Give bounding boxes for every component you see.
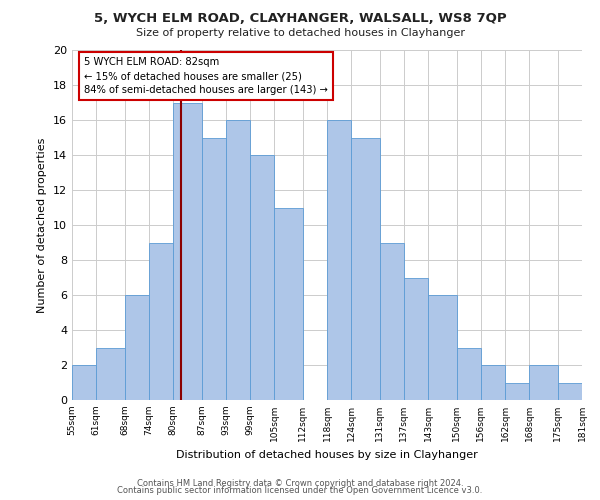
Text: 5 WYCH ELM ROAD: 82sqm
← 15% of detached houses are smaller (25)
84% of semi-det: 5 WYCH ELM ROAD: 82sqm ← 15% of detached… <box>84 57 328 95</box>
Bar <box>481 365 505 400</box>
Bar <box>202 138 226 400</box>
Bar <box>226 120 250 400</box>
Bar <box>457 348 481 400</box>
Text: 5, WYCH ELM ROAD, CLAYHANGER, WALSALL, WS8 7QP: 5, WYCH ELM ROAD, CLAYHANGER, WALSALL, W… <box>94 12 506 26</box>
Bar <box>351 138 380 400</box>
X-axis label: Distribution of detached houses by size in Clayhanger: Distribution of detached houses by size … <box>176 450 478 460</box>
Bar <box>149 242 173 400</box>
Bar <box>428 295 457 400</box>
Bar <box>529 365 558 400</box>
Bar <box>404 278 428 400</box>
Bar <box>72 365 96 400</box>
Text: Contains public sector information licensed under the Open Government Licence v3: Contains public sector information licen… <box>118 486 482 495</box>
Bar <box>380 242 404 400</box>
Bar <box>558 382 582 400</box>
Bar <box>173 102 202 400</box>
Bar <box>274 208 303 400</box>
Text: Contains HM Land Registry data © Crown copyright and database right 2024.: Contains HM Land Registry data © Crown c… <box>137 478 463 488</box>
Text: Size of property relative to detached houses in Clayhanger: Size of property relative to detached ho… <box>136 28 464 38</box>
Bar <box>250 155 274 400</box>
Y-axis label: Number of detached properties: Number of detached properties <box>37 138 47 312</box>
Bar <box>505 382 529 400</box>
Bar <box>96 348 125 400</box>
Bar <box>125 295 149 400</box>
Bar <box>327 120 351 400</box>
